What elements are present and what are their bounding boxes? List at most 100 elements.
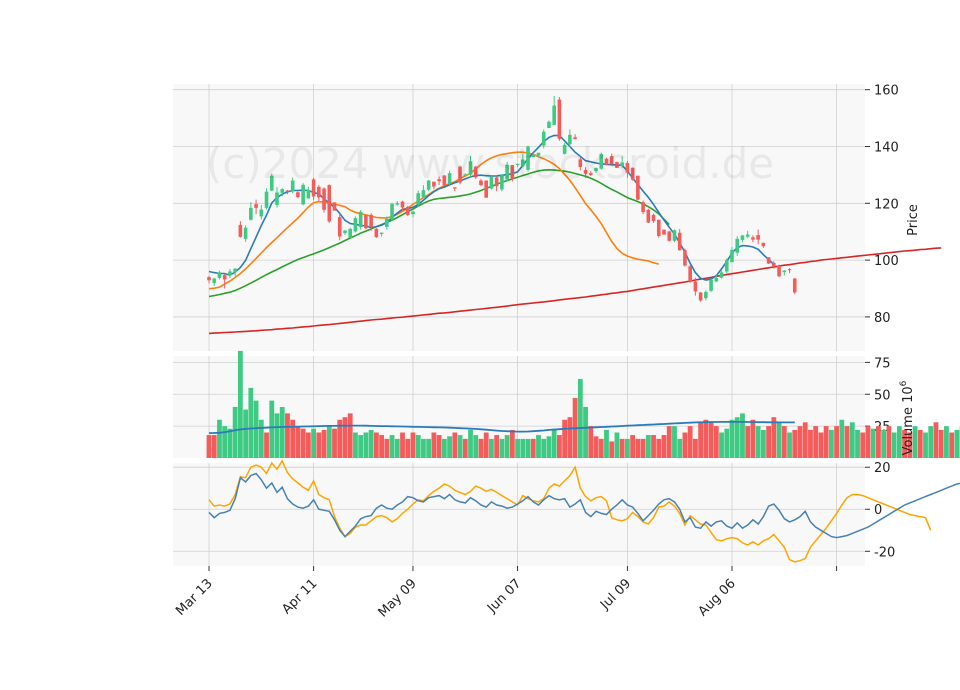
volume-bar: [933, 422, 939, 458]
volume-bar: [483, 432, 489, 458]
candle-body: [604, 158, 609, 165]
candle-body: [390, 203, 394, 220]
candle-body: [782, 270, 787, 273]
candle-body: [364, 215, 368, 229]
candle-body: [636, 175, 640, 200]
candle-body: [285, 190, 290, 192]
candle-body: [217, 272, 222, 279]
volume-bar: [740, 413, 745, 458]
volume-bar: [452, 432, 458, 458]
candle-body: [578, 159, 583, 167]
volume-bar: [625, 438, 630, 458]
candle-body: [656, 219, 661, 236]
candle-body: [547, 121, 551, 129]
volume-bar: [379, 435, 384, 458]
x-tick-label: Mar 13: [173, 576, 216, 619]
volume-bar: [614, 432, 620, 458]
volume-bar: [708, 422, 714, 458]
volume-bar: [311, 428, 316, 458]
price-tick-label: 160: [874, 84, 899, 99]
volume-bar: [787, 432, 792, 458]
volume-bar: [363, 432, 369, 458]
volume-bar: [509, 429, 515, 458]
volume-bar: [849, 422, 855, 458]
volume-bar: [609, 441, 615, 458]
ma-long-line: [208, 247, 942, 335]
volume-bar: [269, 400, 275, 458]
volume-bar: [332, 428, 337, 458]
candle-body: [651, 214, 656, 221]
volume-bar: [776, 422, 782, 458]
candle-body: [437, 179, 441, 182]
volume-bar: [808, 429, 813, 458]
candle-body: [327, 185, 332, 222]
volume-bar: [217, 419, 222, 458]
volume-bar: [462, 438, 468, 458]
candle-body: [348, 228, 353, 238]
candle-body: [317, 186, 321, 198]
oscillator-background: [173, 463, 865, 566]
volume-bar: [373, 432, 379, 458]
candle-body: [280, 189, 285, 193]
candle-body: [662, 229, 666, 235]
volume-bar: [530, 438, 536, 458]
candle-body: [541, 131, 546, 146]
volume-bar: [687, 426, 693, 458]
volume-bar: [295, 426, 301, 458]
price-background: [173, 84, 865, 351]
volume-bar: [274, 413, 280, 458]
volume-bar: [692, 438, 698, 458]
volume-bar: [384, 438, 390, 458]
candle-body: [698, 292, 703, 301]
candle-body: [442, 175, 447, 186]
candle-body: [521, 159, 525, 167]
candle-body: [254, 204, 258, 208]
volume-bar: [724, 428, 730, 458]
watermark: (c)2024 www.stocksroid.de: [206, 139, 774, 188]
volume-bar: [389, 435, 395, 458]
candle-body: [500, 174, 504, 190]
volume-bar: [415, 435, 421, 458]
candle-body: [683, 250, 687, 266]
candle-body: [787, 269, 792, 271]
volume-bar: [504, 435, 510, 458]
volume-bar: [290, 419, 296, 458]
candle-body: [766, 257, 771, 264]
candle-body: [489, 176, 494, 189]
volume-bar: [666, 426, 672, 458]
candle-body: [369, 214, 373, 227]
candle-body: [761, 242, 766, 247]
candle-body: [740, 235, 745, 240]
volume-bar: [881, 429, 887, 458]
volume-bar: [813, 426, 819, 458]
volume-bar: [855, 429, 860, 458]
ma-slow-line: [208, 168, 670, 298]
candle-body: [479, 180, 483, 186]
candle-body: [374, 228, 379, 238]
volume-bar: [431, 432, 437, 458]
volume-bar: [928, 426, 934, 458]
candle-body: [730, 249, 734, 263]
x-tick-label: Aug 06: [696, 576, 739, 619]
candle-body: [772, 262, 776, 267]
volume-bar: [405, 438, 411, 458]
volume-bar: [839, 419, 845, 458]
candle-body: [311, 179, 316, 197]
volume-bar: [515, 438, 520, 458]
volume-bar: [285, 413, 290, 458]
candle-body: [588, 173, 593, 175]
volume-bar: [944, 426, 949, 458]
volume-bar: [253, 400, 259, 458]
candle-body: [222, 275, 227, 280]
volume-bar: [468, 429, 473, 458]
candle-body: [777, 265, 781, 277]
volume-bar: [588, 426, 594, 458]
candle-body: [630, 167, 635, 180]
volume-bar: [305, 432, 311, 458]
volume-bar: [750, 419, 756, 458]
candle-body: [646, 209, 651, 223]
volume-bar: [358, 435, 364, 458]
volume-bar: [719, 432, 724, 458]
